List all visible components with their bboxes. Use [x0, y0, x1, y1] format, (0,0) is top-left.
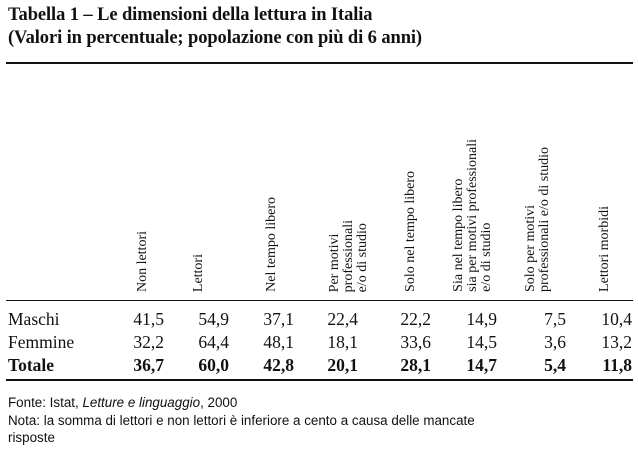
- table-cell: 5,4: [522, 355, 566, 376]
- column-header-solo-tempo-libero: Solo nel tempo libero: [404, 66, 456, 292]
- bottom-rule: [6, 379, 633, 381]
- column-header-line: Nel tempo libero: [265, 197, 279, 292]
- note-line-1: Nota: la somma di lettori e non lettori …: [8, 412, 634, 430]
- note-line-2: risposte: [8, 429, 634, 447]
- table-row-maschi: Maschi 41,5 54,9 37,1 22,4 22,2 14,9 7,5…: [0, 309, 638, 330]
- table-cell: 14,5: [453, 332, 497, 353]
- table-cell: 13,2: [588, 332, 632, 353]
- top-rule: [6, 62, 633, 64]
- table-notes: Fonte: Istat, Letture e linguaggio, 2000…: [8, 394, 634, 447]
- column-header-nel-tempo-libero: Nel tempo libero: [265, 66, 317, 292]
- table-cell: 54,9: [185, 309, 229, 330]
- table-cell: 11,8: [588, 355, 632, 376]
- table-title-line1: Tabella 1 – Le dimensioni della lettura …: [8, 4, 633, 27]
- column-header-line: Lettori morbidi: [598, 206, 612, 292]
- column-header-line: Solo nel tempo libero: [404, 171, 418, 292]
- column-header-line: Sia nel tempo libero: [452, 139, 466, 292]
- table-row-femmine: Femmine 32,2 64,4 48,1 18,1 33,6 14,5 3,…: [0, 332, 638, 353]
- column-header-line: Non lettori: [136, 231, 150, 292]
- header-rule: [6, 300, 633, 301]
- table-cell: 28,1: [387, 355, 431, 376]
- table-cell: 60,0: [185, 355, 229, 376]
- column-header-lettori: Lettori: [192, 66, 244, 292]
- table-cell: 37,1: [250, 309, 294, 330]
- column-header-per-motivi-professionali: Per motivi professionali e/o di studio: [328, 66, 380, 292]
- table-cell: 18,1: [314, 332, 358, 353]
- table-cell: 10,4: [588, 309, 632, 330]
- column-header-line: Lettori: [192, 254, 206, 292]
- table-cell: 14,9: [453, 309, 497, 330]
- column-header-solo-professionali: Solo per motivi professionali e/o di stu…: [524, 66, 576, 292]
- column-header-non-lettori: Non lettori: [136, 66, 188, 292]
- table-cell: 20,1: [314, 355, 358, 376]
- row-label: Femmine: [8, 332, 74, 353]
- table-title-line2: (Valori in percentuale; popolazione con …: [8, 27, 633, 50]
- row-label: Totale: [8, 355, 54, 376]
- column-header-line: Solo per motivi: [524, 147, 538, 292]
- column-header-line: e/o di studio: [480, 139, 494, 292]
- row-label: Maschi: [8, 309, 60, 330]
- source-prefix: Fonte: Istat,: [8, 395, 82, 410]
- table-cell: 64,4: [185, 332, 229, 353]
- source-suffix: , 2000: [200, 395, 237, 410]
- column-header-sia-tempo-libero-sia-professionali: Sia nel tempo libero sia per motivi prof…: [452, 66, 504, 292]
- table-cell: 3,6: [522, 332, 566, 353]
- table-cell: 32,2: [120, 332, 164, 353]
- source-line: Fonte: Istat, Letture e linguaggio, 2000: [8, 394, 634, 412]
- column-header-line: professionali e/o di studio: [538, 147, 552, 292]
- table-title: Tabella 1 – Le dimensioni della lettura …: [8, 4, 633, 50]
- table-cell: 42,8: [250, 355, 294, 376]
- table-row-totale: Totale 36,7 60,0 42,8 20,1 28,1 14,7 5,4…: [0, 355, 638, 376]
- table-cell: 7,5: [522, 309, 566, 330]
- column-header-line: Per motivi: [328, 220, 342, 292]
- column-header-lettori-morbidi: Lettori morbidi: [598, 66, 638, 292]
- column-header-line: sia per motivi professionali: [466, 139, 480, 292]
- table-cell: 22,4: [314, 309, 358, 330]
- table-cell: 33,6: [387, 332, 431, 353]
- source-title: Letture e linguaggio: [82, 395, 200, 410]
- table-cell: 41,5: [120, 309, 164, 330]
- column-header-line: professionali: [342, 220, 356, 292]
- column-header-line: e/o di studio: [356, 220, 370, 292]
- table-cell: 48,1: [250, 332, 294, 353]
- table-cell: 36,7: [120, 355, 164, 376]
- table-cell: 22,2: [387, 309, 431, 330]
- table-cell: 14,7: [453, 355, 497, 376]
